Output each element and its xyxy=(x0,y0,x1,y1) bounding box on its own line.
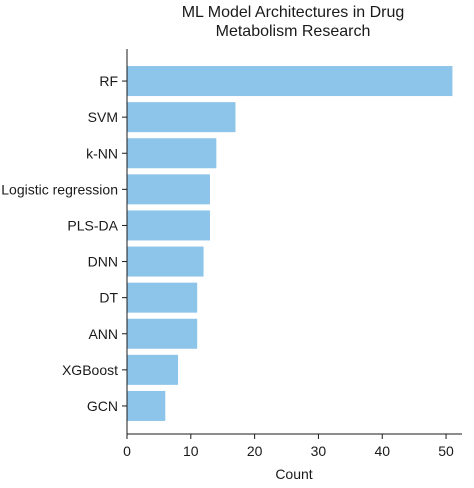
x-tick-label: 40 xyxy=(374,443,390,459)
x-tick-label: 20 xyxy=(247,443,263,459)
x-axis-ticks: 0 10 20 30 40 50 xyxy=(123,434,454,459)
y-axis-ticks: RF SVM k-NN Logistic regression PLS-DA DNN DT A… xyxy=(1,73,127,414)
chart-title-line-1: ML Model Architectures in Drug xyxy=(182,4,405,21)
bar-pls-da xyxy=(127,210,210,241)
bar-gcn xyxy=(127,390,166,421)
y-tick-label: XGBoost xyxy=(62,362,118,378)
x-axis-label: Count xyxy=(275,466,312,482)
bar-svm xyxy=(127,102,236,133)
y-tick-label: k-NN xyxy=(86,145,118,161)
x-tick-label: 0 xyxy=(123,443,131,459)
chart-title: ML Model Architectures in Drug Metabolis… xyxy=(182,4,405,40)
y-tick-label: RF xyxy=(99,73,118,89)
bar-group xyxy=(127,66,453,421)
y-tick-label: DNN xyxy=(88,254,118,270)
y-tick-label: SVM xyxy=(88,109,118,125)
x-tick-label: 50 xyxy=(438,443,454,459)
bar-xgboost xyxy=(127,354,179,385)
y-tick-label: GCN xyxy=(87,398,118,414)
y-tick-label: Logistic regression xyxy=(1,181,118,197)
y-tick-label: PLS-DA xyxy=(67,217,118,233)
x-tick-label: 10 xyxy=(183,443,199,459)
bar-logistic-regression xyxy=(127,174,210,205)
y-tick-label: DT xyxy=(99,290,118,306)
bar-k-nn xyxy=(127,138,217,169)
y-tick-label: ANN xyxy=(88,326,118,342)
x-tick-label: 30 xyxy=(311,443,327,459)
bar-dt xyxy=(127,282,198,313)
chart-title-line-2: Metabolism Research xyxy=(216,23,371,40)
bar-ann xyxy=(127,318,198,349)
bar-rf xyxy=(127,66,453,97)
bar-dnn xyxy=(127,246,204,277)
axes xyxy=(126,49,462,435)
